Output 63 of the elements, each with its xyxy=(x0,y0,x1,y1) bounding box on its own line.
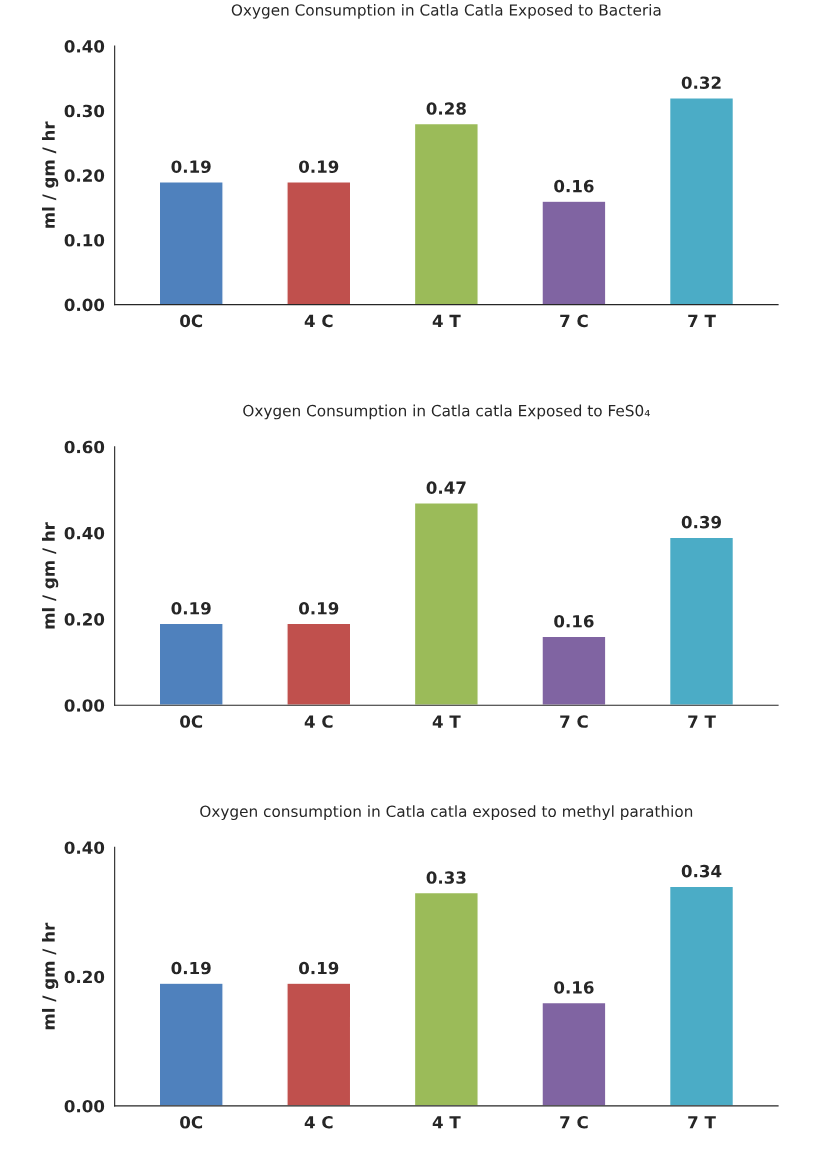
bar xyxy=(668,97,735,305)
data-label: 0.47 xyxy=(426,481,466,494)
data-label: 0.19 xyxy=(171,961,211,975)
bar xyxy=(286,622,352,706)
x-tick-label: 4 T xyxy=(432,715,461,728)
x-tick-label: 7 T xyxy=(688,314,716,327)
bar xyxy=(413,891,479,1106)
chart-title: Oxygen Consumption in Catla Catla Exposed to Bacteria xyxy=(231,3,661,19)
x-tick-label: 7 C xyxy=(560,314,588,328)
bar xyxy=(413,122,479,305)
x-tick-label: 0C xyxy=(180,715,203,728)
bar xyxy=(541,200,607,305)
bar xyxy=(158,982,224,1106)
data-label: 0.28 xyxy=(426,102,466,115)
x-tick-label: 4 T xyxy=(432,314,461,327)
y-axis-title: ml / gm / hr xyxy=(42,522,59,629)
y-tick-label: 0.00 xyxy=(64,699,105,712)
y-tick-label: 0.20 xyxy=(64,613,105,626)
y-tick-label: 0.00 xyxy=(64,1099,105,1113)
bar xyxy=(286,181,352,305)
y-tick-label: 0.40 xyxy=(64,841,105,854)
data-label: 0.33 xyxy=(426,871,466,884)
x-tick-label: 4 C xyxy=(304,715,333,728)
data-label: 0.34 xyxy=(681,864,722,878)
bar xyxy=(413,502,479,706)
bar xyxy=(541,635,607,706)
x-tick-label: 0C xyxy=(180,314,203,328)
bar xyxy=(668,885,735,1106)
bar xyxy=(668,536,735,706)
y-tick-label: 0.20 xyxy=(64,970,105,984)
bar xyxy=(158,181,224,305)
data-label: 0.19 xyxy=(299,602,339,615)
x-tick-label: 7 C xyxy=(560,1115,588,1129)
y-tick-label: 0.40 xyxy=(64,526,105,540)
y-tick-label: 0.60 xyxy=(64,440,105,454)
y-axis-title: ml / gm / hr xyxy=(42,922,59,1030)
x-tick-label: 7 C xyxy=(560,715,588,728)
y-axis-title: ml / gm / hr xyxy=(42,121,59,228)
y-tick-label: 0.10 xyxy=(64,233,105,247)
data-label: 0.32 xyxy=(681,76,721,89)
x-tick-label: 4 C xyxy=(304,314,333,328)
bar xyxy=(158,622,224,706)
data-label: 0.16 xyxy=(554,179,594,193)
chart-title: Oxygen Consumption in Catla catla Exposed to FeS0₄ xyxy=(243,404,650,420)
data-label: 0.16 xyxy=(554,981,594,994)
y-tick-label: 0.30 xyxy=(64,104,105,118)
data-label: 0.39 xyxy=(681,515,721,529)
data-label: 0.19 xyxy=(299,961,339,975)
y-tick-label: 0.20 xyxy=(64,169,105,182)
data-label: 0.19 xyxy=(299,160,339,174)
y-tick-label: 0.40 xyxy=(64,40,105,53)
x-tick-label: 0C xyxy=(180,1115,203,1129)
chart-title: Oxygen consumption in Catla catla exposed to methyl parathion xyxy=(200,805,693,821)
data-label: 0.16 xyxy=(554,614,594,628)
x-tick-label: 7 T xyxy=(688,1116,716,1129)
x-tick-label: 4 T xyxy=(432,1116,461,1129)
data-label: 0.19 xyxy=(171,602,211,615)
bar xyxy=(541,1001,607,1106)
x-tick-label: 4 C xyxy=(304,1115,333,1129)
x-tick-label: 7 T xyxy=(688,715,716,728)
y-tick-label: 0.00 xyxy=(64,298,105,312)
bar xyxy=(286,982,352,1106)
data-label: 0.19 xyxy=(171,160,211,174)
